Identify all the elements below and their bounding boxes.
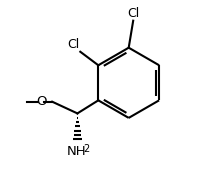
Text: Cl: Cl	[127, 7, 139, 20]
Text: 2: 2	[83, 144, 89, 154]
Text: NH: NH	[67, 145, 86, 158]
Text: Cl: Cl	[67, 38, 79, 51]
Text: O: O	[36, 95, 46, 108]
